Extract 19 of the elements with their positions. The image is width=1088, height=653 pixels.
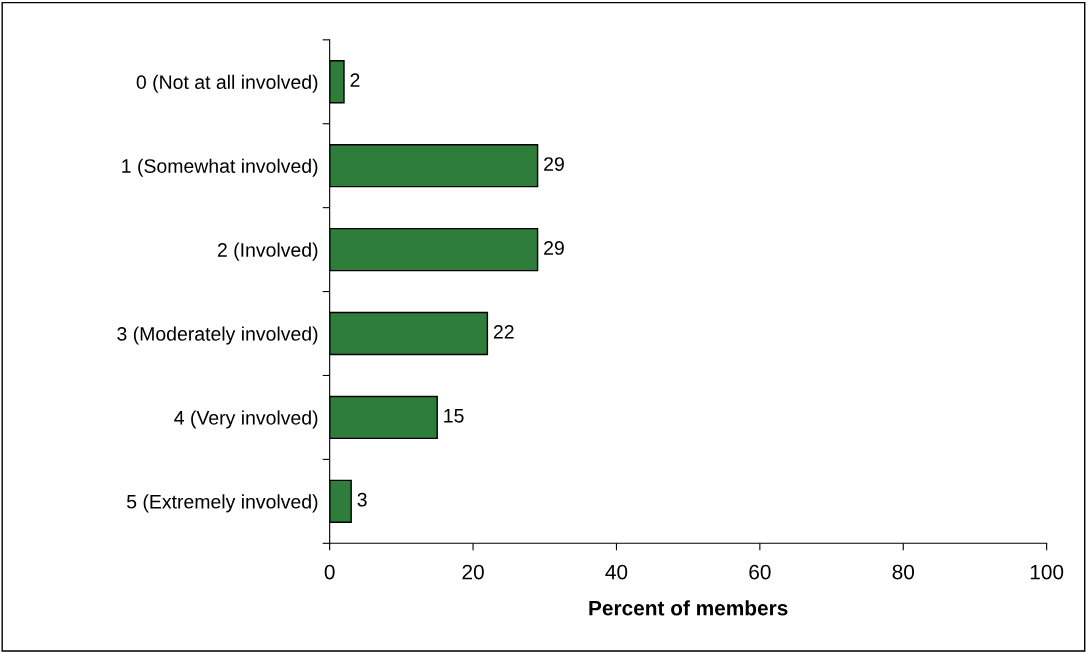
y-tick-label: 5 (Extremely involved) xyxy=(126,494,318,513)
x-tick-label: 80 xyxy=(892,564,915,580)
x-tick-label: 60 xyxy=(749,564,771,580)
data-label: 29 xyxy=(544,241,564,255)
y-tick-label: 4 (Very involved) xyxy=(174,410,318,429)
y-tick-label: 2 (Involved) xyxy=(217,242,318,261)
data-label: 2 xyxy=(350,73,360,87)
y-tick-label: 1 (Somewhat involved) xyxy=(122,158,318,177)
data-label: 15 xyxy=(444,409,464,423)
y-tick-label: 0 (Not at all involved) xyxy=(136,74,318,93)
x-tick-label: 100 xyxy=(1030,564,1064,580)
data-label: 29 xyxy=(544,157,564,171)
x-axis-title: Percent of members xyxy=(589,600,788,616)
y-tick-label: 3 (Moderately involved) xyxy=(117,326,318,345)
data-label: 22 xyxy=(493,324,514,339)
x-tick-label: 0 xyxy=(324,564,335,580)
x-tick-label: 40 xyxy=(605,564,628,580)
x-tick-label: 20 xyxy=(462,564,484,580)
data-label: 3 xyxy=(357,492,367,507)
